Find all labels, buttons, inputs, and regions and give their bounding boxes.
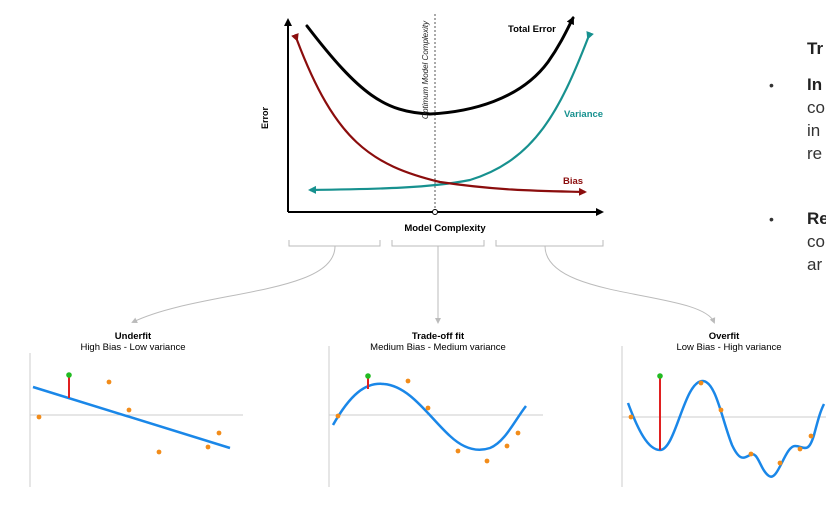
highlight-point <box>66 372 72 378</box>
side-bullet-1-line: in <box>807 121 821 140</box>
side-bullet-1-bold: In <box>807 75 823 94</box>
side-bullet-1-line: re <box>807 144 823 163</box>
data-point <box>126 407 132 413</box>
panel-underfit-subtitle: High Bias - Low variance <box>80 342 185 353</box>
data-point <box>628 414 634 420</box>
panel-overfit-subtitle: Low Bias - High variance <box>676 342 781 353</box>
data-point <box>425 405 431 411</box>
data-point <box>808 433 814 439</box>
data-point <box>335 413 341 419</box>
side-heading: Tr <box>807 39 824 58</box>
panel-underfit <box>29 353 243 487</box>
panel-tradeoff-subtitle: Medium Bias - Medium variance <box>370 342 506 353</box>
panel-overfit <box>621 346 826 487</box>
optimum-label: Optimum Model Complexity <box>421 20 430 119</box>
panel-overfit-title: Overfit <box>709 331 740 342</box>
bias-label: Bias <box>563 176 583 187</box>
data-point <box>216 430 222 436</box>
side-bullet-1: In co in re <box>807 73 825 165</box>
data-point <box>484 458 490 464</box>
side-bullet-2-bold: Re <box>807 209 826 228</box>
data-point <box>777 460 783 466</box>
data-point <box>718 407 724 413</box>
bullet-marker: • <box>769 77 774 93</box>
bracket-connectors <box>131 240 716 324</box>
data-point <box>504 443 510 449</box>
data-point <box>698 380 704 386</box>
bracket-left <box>288 240 381 247</box>
total-error-label: Total Error <box>508 24 556 35</box>
x-axis-label: Model Complexity <box>404 223 486 234</box>
panel-tradeoff <box>328 346 543 487</box>
y-axis-label: Error <box>260 107 270 130</box>
side-bullet-2-line: co <box>807 232 825 251</box>
bracket-middle <box>391 240 485 247</box>
bullet-marker: • <box>769 211 774 227</box>
data-point <box>748 451 754 457</box>
data-point <box>455 448 461 454</box>
data-point <box>36 414 42 420</box>
variance-label: Variance <box>564 109 603 120</box>
connector-right <box>544 245 716 324</box>
highlight-point <box>657 373 663 379</box>
panel-tradeoff-title: Trade-off fit <box>412 331 465 342</box>
connector-left <box>131 245 336 323</box>
side-bullet-2: Re co ar <box>807 207 826 276</box>
data-point <box>797 446 803 452</box>
bias-curve <box>291 32 587 196</box>
data-point <box>205 444 211 450</box>
data-point <box>515 430 521 436</box>
variance-curve <box>308 30 594 194</box>
side-bullet-2-line: ar <box>807 255 823 274</box>
optimum-marker <box>432 209 438 215</box>
tradeoff-fit-curve <box>331 382 527 452</box>
data-point <box>405 378 411 384</box>
underfit-fit-line <box>32 385 231 450</box>
data-point <box>156 449 162 455</box>
data-point <box>106 379 112 385</box>
highlight-point <box>365 373 371 379</box>
panel-underfit-title: Underfit <box>115 331 152 342</box>
overfit-fit-curve <box>626 379 826 478</box>
main-chart: Total Error Variance Bias Error Model Co… <box>260 14 604 234</box>
side-bullet-1-line: co <box>807 98 825 117</box>
bracket-right <box>495 240 604 247</box>
